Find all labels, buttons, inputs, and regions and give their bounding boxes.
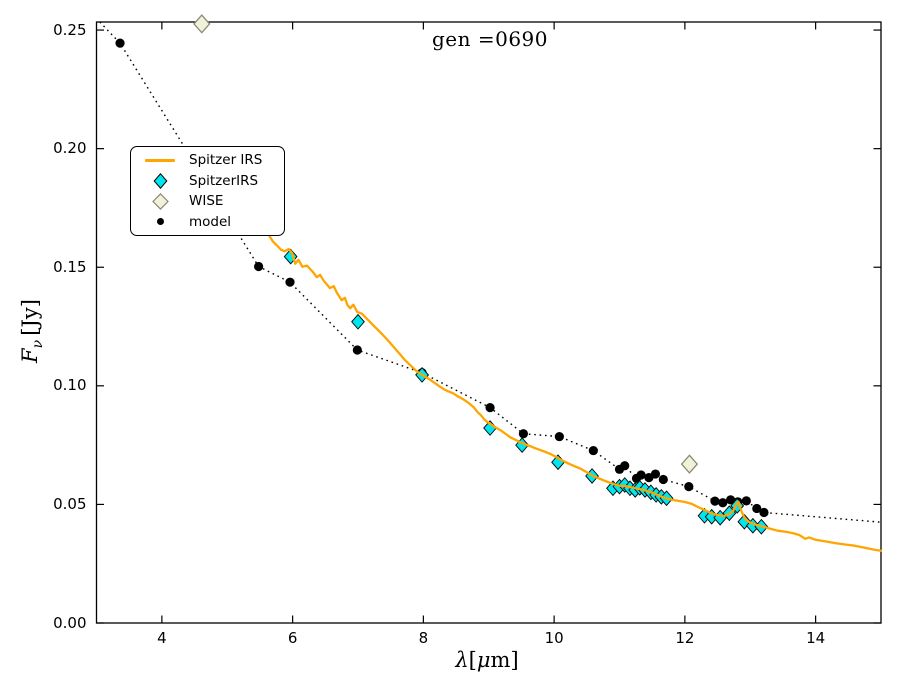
legend-label: model: [189, 213, 232, 230]
legend-entry-wise: WISE: [131, 192, 284, 211]
spitzer-irs-spectrum-line: [262, 227, 883, 552]
model-point: [741, 496, 751, 506]
orange-line-swatch-icon: [131, 158, 189, 162]
y-tick-label: 0.10: [53, 376, 87, 395]
model-dotted-line: [99, 21, 882, 523]
legend: Spitzer IRS SpitzerIRS WISE model: [130, 146, 285, 236]
x-tick-label: 8: [418, 629, 429, 647]
x-tick-label: 10: [544, 629, 564, 647]
model-point: [285, 277, 295, 287]
y-axis-label-symbol: F: [18, 348, 42, 363]
x-axis-label-close: m]: [490, 648, 519, 672]
x-axis-label: λ[μm]: [362, 648, 612, 672]
model-point: [554, 431, 564, 442]
model-point: [650, 469, 661, 479]
x-tick-label: 4: [157, 629, 167, 647]
model-point: [485, 403, 495, 413]
axes-frame: [95, 21, 882, 624]
model-point: [518, 429, 528, 439]
legend-label: Spitzer IRS: [189, 152, 263, 169]
black-dot-swatch-icon: [131, 218, 189, 226]
model-point: [115, 38, 125, 48]
model-point: [636, 470, 646, 480]
x-tick-label: 12: [675, 629, 695, 647]
model-point: [726, 495, 736, 505]
model-point: [352, 345, 362, 355]
model-point: [254, 261, 264, 272]
model-point: [588, 445, 598, 456]
legend-entry-spitzerirs-points: SpitzerIRS: [131, 171, 284, 190]
plot-title: gen =0690: [431, 27, 549, 51]
x-axis-label-lambda: λ: [455, 648, 469, 672]
y-tick-label: 0.20: [53, 139, 87, 158]
open-diamond-swatch-icon: [131, 192, 189, 210]
legend-label: SpitzerIRS: [189, 172, 259, 189]
y-tick-label: 0.25: [53, 20, 87, 39]
wise-point: [680, 454, 699, 474]
model-point: [620, 461, 630, 471]
x-tick-label: 14: [806, 629, 826, 647]
legend-entry-model: model: [131, 212, 284, 231]
legend-entry-spitzer-irs: Spitzer IRS: [131, 151, 284, 170]
cyan-diamond-swatch-icon: [131, 172, 189, 189]
spitzerirs-point: [515, 437, 529, 454]
spitzerirs-point: [283, 248, 298, 265]
legend-label: WISE: [189, 193, 224, 210]
y-tick-label: 0.15: [53, 257, 87, 276]
model-point: [759, 507, 769, 518]
wise-point: [193, 14, 211, 34]
y-tick-label: 0.00: [53, 613, 87, 632]
y-axis-label-subscript: ν: [30, 339, 46, 349]
spitzerirs-point: [351, 313, 365, 330]
x-axis-label-mu: μ: [476, 648, 491, 672]
y-axis-label-unit: [Jy]: [18, 299, 42, 336]
model-point: [718, 498, 728, 508]
spitzerirs-point: [745, 517, 760, 534]
x-tick-label: 6: [287, 629, 298, 647]
model-point: [684, 482, 694, 492]
x-axis-label-open-bracket: [: [468, 648, 477, 672]
model-point: [658, 474, 668, 485]
model-point: [752, 503, 762, 514]
spitzerirs-point: [730, 497, 745, 514]
y-tick-label: 0.05: [53, 494, 87, 513]
model-point: [710, 496, 720, 506]
